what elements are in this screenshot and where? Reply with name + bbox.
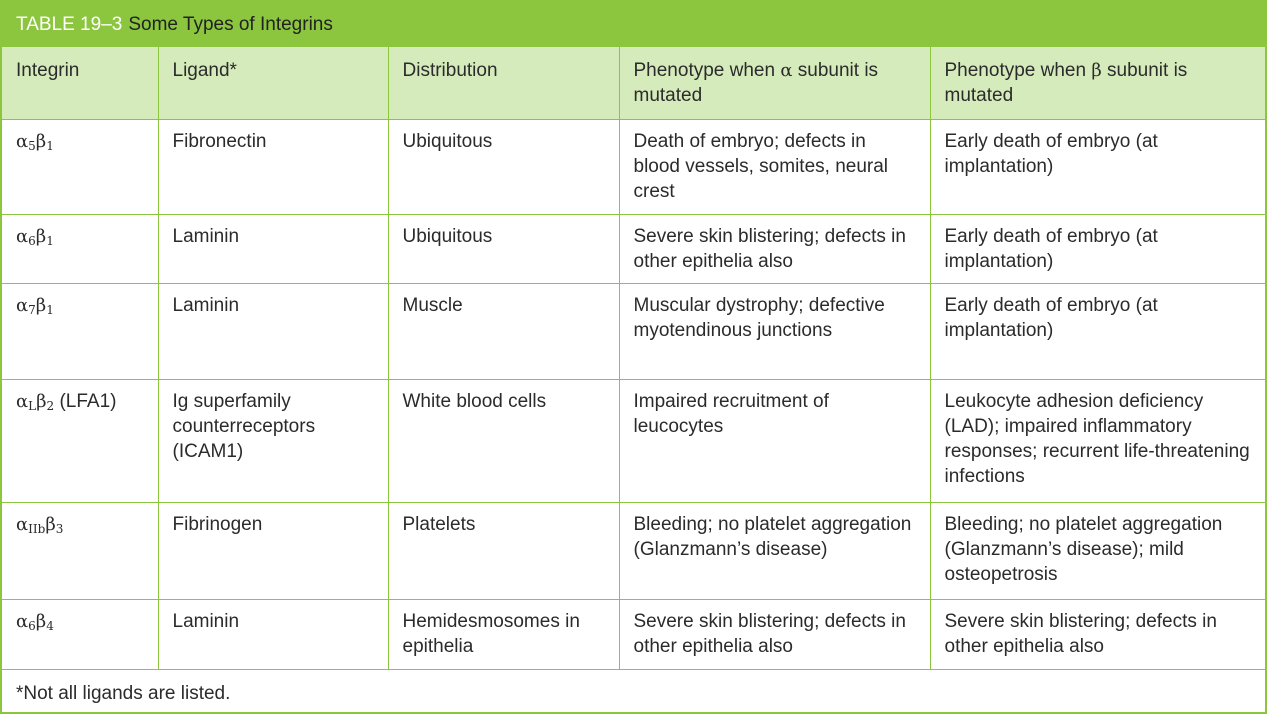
- cell-ligand: Fibronectin: [158, 119, 389, 215]
- cell-alpha-phenotype: Muscular dystrophy; defective myotendino…: [619, 283, 931, 380]
- cell-distribution: Muscle: [388, 283, 620, 380]
- cell-integrin: α6β4: [2, 599, 159, 670]
- cell-integrin: αLβ2 (LFA1): [2, 379, 159, 503]
- cell-alpha-phenotype: Death of embryo; defects in blood vessel…: [619, 119, 931, 215]
- cell-distribution: Platelets: [388, 502, 620, 600]
- cell-beta-phenotype: Bleeding; no platelet aggregation (Glanz…: [930, 502, 1265, 600]
- cell-distribution: White blood cells: [388, 379, 620, 503]
- cell-alpha-phenotype: Severe skin blistering; defects in other…: [619, 599, 931, 670]
- cell-beta-phenotype: Early death of embryo (at implantation): [930, 119, 1265, 215]
- header-integrin: Integrin: [2, 47, 159, 120]
- cell-beta-phenotype: Severe skin blistering; defects in other…: [930, 599, 1265, 670]
- cell-beta-phenotype: Early death of embryo (at implantation): [930, 283, 1265, 380]
- table-row: αLβ2 (LFA1) Ig superfamily counterrecepto…: [2, 379, 1265, 503]
- cell-integrin: αIIbβ3: [2, 502, 159, 600]
- cell-beta-phenotype: Early death of embryo (at implantation): [930, 214, 1265, 284]
- cell-integrin: α5β1: [2, 119, 159, 215]
- cell-beta-phenotype: Leukocyte adhesion deficiency (LAD); imp…: [930, 379, 1265, 503]
- header-row: Integrin Ligand* Distribution Phenotype …: [2, 47, 1265, 120]
- cell-distribution: Hemidesmosomes in epithelia: [388, 599, 620, 670]
- cell-integrin: α6β1: [2, 214, 159, 284]
- cell-alpha-phenotype: Bleeding; no platelet aggregation (Glanz…: [619, 502, 931, 600]
- table-body: α5β1 Fibronectin Ubiquitous Death of embryo…: [2, 119, 1265, 670]
- header-ligand: Ligand*: [158, 47, 389, 120]
- cell-ligand: Laminin: [158, 214, 389, 284]
- table-footnote: *Not all ligands are listed.: [16, 682, 231, 704]
- table-row: α6β1 Laminin Ubiquitous Severe skin blister…: [2, 214, 1265, 284]
- cell-integrin: α7β1: [2, 283, 159, 380]
- cell-alpha-phenotype: Severe skin blistering; defects in other…: [619, 214, 931, 284]
- cell-alpha-phenotype: Impaired recruitment of leucocytes: [619, 379, 931, 503]
- cell-distribution: Ubiquitous: [388, 214, 620, 284]
- cell-ligand: Fibrinogen: [158, 502, 389, 600]
- header-alpha-phenotype: Phenotype when α subunit is mutated: [619, 47, 931, 120]
- integrin-table: Integrin Ligand* Distribution Phenotype …: [2, 47, 1265, 670]
- header-beta-phenotype: Phenotype when β subunit is mutated: [930, 47, 1265, 120]
- cell-distribution: Ubiquitous: [388, 119, 620, 215]
- cell-ligand: Laminin: [158, 283, 389, 380]
- table-row: αIIbβ3 Fibrinogen Platelets Bleeding; no pl…: [2, 502, 1265, 600]
- header-distribution: Distribution: [388, 47, 620, 120]
- table-row: α5β1 Fibronectin Ubiquitous Death of embryo…: [2, 119, 1265, 215]
- table-row: α7β1 Laminin Muscle Muscular dystrophy; def…: [2, 283, 1265, 380]
- cell-ligand: Ig superfamily counterreceptors (ICAM1): [158, 379, 389, 503]
- cell-ligand: Laminin: [158, 599, 389, 670]
- table-title-bar: TABLE 19–3 Some Types of Integrins: [2, 2, 1265, 47]
- table-label: TABLE 19–3: [16, 14, 123, 35]
- table-title: Some Types of Integrins: [128, 14, 333, 35]
- table-row: α6β4 Laminin Hemidesmosomes in epithelia Se…: [2, 599, 1265, 670]
